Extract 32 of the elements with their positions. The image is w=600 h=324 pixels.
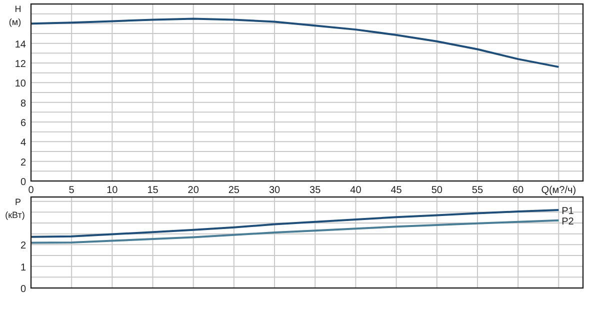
x-tick-label: 35 <box>310 185 322 196</box>
x-tick-label: Q(м?/ч) <box>541 185 576 196</box>
line-series <box>30 219 560 244</box>
x-tick-label: 10 <box>106 185 118 196</box>
x-tick-label: 55 <box>472 185 484 196</box>
y-tick-label: 12 <box>14 59 26 70</box>
x-tick-label: 50 <box>431 185 443 196</box>
y-tick-label: 8 <box>20 98 26 110</box>
y-tick-label: 10 <box>14 78 26 90</box>
x-tick-label: 15 <box>147 185 159 196</box>
series-label: P2 <box>562 216 574 228</box>
x-tick-label: 5 <box>68 185 75 196</box>
line-series <box>30 209 560 238</box>
y-axis-title: P (кВт) <box>5 197 25 220</box>
x-tick-label: 0 <box>28 185 34 196</box>
x-tick-label: 45 <box>390 185 402 196</box>
line-series <box>30 18 560 68</box>
y-tick-label: 0 <box>20 177 26 188</box>
x-tick-label: 25 <box>228 185 240 196</box>
series-label: P1 <box>562 206 574 217</box>
y-tick-label: 0 <box>20 284 26 295</box>
y-tick-label: 14 <box>14 39 26 50</box>
x-tick-label: 20 <box>188 185 200 196</box>
y-tick-label: 1 <box>20 262 26 274</box>
y-tick-label: 4 <box>20 138 26 149</box>
x-tick-label: 30 <box>268 185 281 196</box>
y-tick-label: 6 <box>20 118 26 129</box>
y-axis-title: H (м) <box>8 4 22 27</box>
y-tick-label: 2 <box>20 240 26 252</box>
y-tick-label: 2 <box>20 157 26 168</box>
x-tick-label: 40 <box>350 185 362 196</box>
x-tick-label: 60 <box>512 185 524 196</box>
